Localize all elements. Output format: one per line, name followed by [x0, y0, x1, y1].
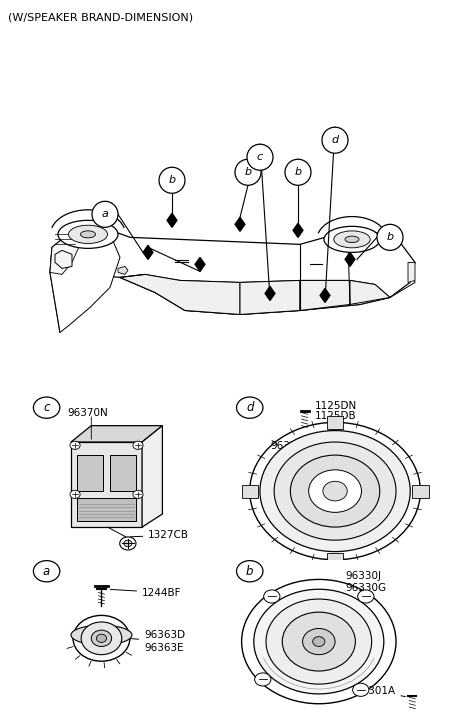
Text: 1244BF: 1244BF: [110, 587, 182, 598]
Text: d: d: [332, 135, 339, 145]
Circle shape: [34, 561, 60, 582]
Circle shape: [285, 159, 311, 185]
Polygon shape: [120, 274, 390, 315]
Text: 1327CB: 1327CB: [131, 530, 189, 540]
Circle shape: [290, 455, 380, 527]
Text: 1125DB: 1125DB: [315, 411, 356, 421]
Text: a: a: [43, 565, 50, 578]
Text: c: c: [257, 152, 263, 162]
Text: a: a: [101, 209, 108, 220]
Text: 96301A: 96301A: [355, 686, 405, 696]
Polygon shape: [120, 274, 240, 315]
Bar: [327, 553, 343, 566]
Bar: [241, 484, 258, 497]
Polygon shape: [50, 229, 120, 332]
Polygon shape: [240, 281, 300, 315]
Ellipse shape: [71, 625, 132, 645]
Circle shape: [92, 201, 118, 228]
Ellipse shape: [58, 220, 118, 249]
Text: c: c: [43, 401, 50, 414]
Circle shape: [255, 673, 271, 686]
Circle shape: [274, 442, 396, 540]
Polygon shape: [300, 281, 350, 310]
Text: 1125DN: 1125DN: [315, 401, 357, 411]
Ellipse shape: [80, 231, 95, 238]
Circle shape: [303, 628, 335, 654]
Bar: [412, 484, 429, 497]
Ellipse shape: [324, 226, 380, 252]
Polygon shape: [345, 252, 355, 266]
Polygon shape: [50, 229, 415, 332]
Circle shape: [247, 144, 273, 170]
Circle shape: [309, 470, 361, 513]
Ellipse shape: [345, 236, 359, 243]
Ellipse shape: [69, 225, 107, 244]
Text: b: b: [294, 167, 302, 177]
Polygon shape: [71, 442, 142, 527]
Circle shape: [241, 579, 396, 704]
Circle shape: [358, 590, 374, 603]
Circle shape: [353, 683, 369, 696]
Circle shape: [266, 599, 372, 684]
Circle shape: [260, 430, 410, 552]
Circle shape: [254, 589, 384, 694]
Circle shape: [235, 159, 261, 185]
Circle shape: [96, 634, 106, 643]
Bar: [327, 416, 343, 429]
Polygon shape: [350, 281, 390, 305]
Text: b: b: [169, 175, 176, 185]
Text: 96330J: 96330J: [345, 571, 381, 582]
Circle shape: [323, 481, 347, 501]
Polygon shape: [142, 426, 163, 527]
Circle shape: [313, 637, 325, 646]
Circle shape: [133, 490, 143, 499]
Circle shape: [250, 422, 420, 560]
Polygon shape: [55, 250, 72, 268]
Polygon shape: [143, 246, 153, 260]
Polygon shape: [265, 286, 275, 300]
Circle shape: [282, 612, 355, 671]
Ellipse shape: [334, 231, 370, 248]
Polygon shape: [320, 289, 330, 302]
Text: b: b: [246, 565, 254, 578]
Text: 96330G: 96330G: [345, 583, 386, 593]
Circle shape: [73, 615, 130, 662]
Bar: [110, 455, 136, 491]
Circle shape: [237, 397, 263, 418]
Polygon shape: [50, 234, 80, 274]
Circle shape: [70, 441, 80, 449]
Polygon shape: [293, 223, 303, 237]
Bar: [77, 455, 104, 491]
Circle shape: [237, 561, 263, 582]
Circle shape: [264, 590, 280, 603]
Text: d: d: [246, 401, 254, 414]
Circle shape: [377, 225, 403, 250]
Text: (W/SPEAKER BRAND-DIMENSION): (W/SPEAKER BRAND-DIMENSION): [8, 12, 193, 22]
Circle shape: [124, 540, 132, 547]
Bar: [77, 497, 136, 521]
Polygon shape: [195, 257, 205, 271]
Text: 96363D
96363E: 96363D 96363E: [131, 630, 185, 653]
Circle shape: [133, 441, 143, 449]
Circle shape: [322, 127, 348, 153]
Circle shape: [70, 490, 80, 499]
Polygon shape: [235, 217, 245, 231]
Text: 96370N: 96370N: [67, 408, 108, 418]
Text: b: b: [244, 167, 252, 177]
Circle shape: [159, 167, 185, 193]
Polygon shape: [167, 213, 177, 228]
Text: 96371: 96371: [270, 441, 303, 451]
Circle shape: [120, 537, 136, 550]
Text: b: b: [386, 233, 394, 242]
Circle shape: [92, 630, 112, 646]
Circle shape: [34, 397, 60, 418]
Polygon shape: [118, 266, 128, 274]
Circle shape: [81, 622, 122, 654]
Polygon shape: [408, 262, 415, 282]
Polygon shape: [71, 426, 163, 442]
